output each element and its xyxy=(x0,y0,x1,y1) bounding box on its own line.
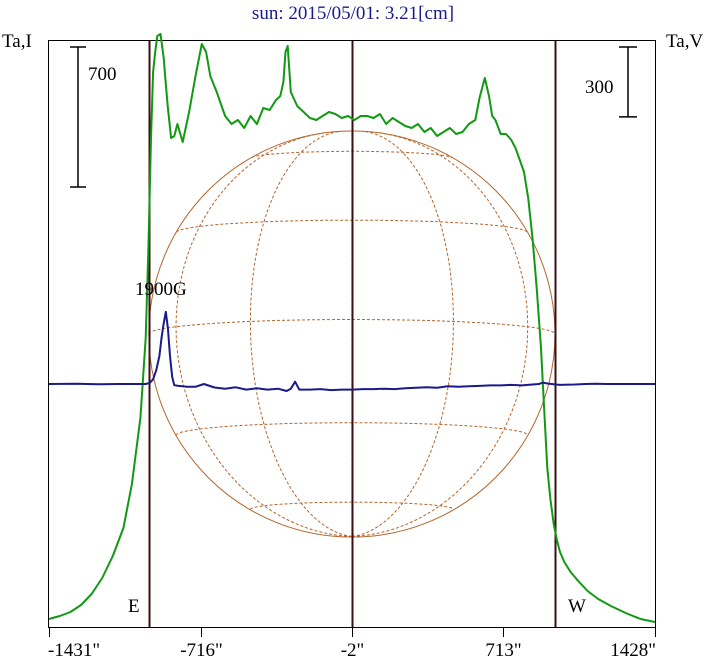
ta-v-series-line xyxy=(48,310,655,392)
x-tick-label: -1431" xyxy=(48,640,100,661)
west-limb-label: W xyxy=(568,596,586,617)
longitude-line xyxy=(249,130,352,537)
x-tick-label: 1428" xyxy=(610,640,656,661)
right-scale-label: 300 xyxy=(585,77,614,98)
longitude-line xyxy=(351,132,529,537)
x-tick-label: 713" xyxy=(485,640,521,661)
east-limb-label: E xyxy=(128,596,140,617)
right-scale-bar xyxy=(619,46,637,118)
left-scale-label: 700 xyxy=(88,64,117,85)
peak-annotation: 1900G xyxy=(135,279,187,300)
x-tick-label: -2" xyxy=(341,640,365,661)
longitude-line xyxy=(175,132,352,537)
x-axis: -1431" -716" -2" 713" 1428" xyxy=(48,627,656,661)
left-axis-label: Ta,I xyxy=(2,31,32,52)
left-scale-bar xyxy=(70,46,86,188)
limb-lines xyxy=(148,41,557,627)
x-tick-label: -716" xyxy=(180,640,223,661)
longitude-line xyxy=(351,130,454,537)
chart-title: sun: 2015/05/01: 3.21[cm] xyxy=(252,3,454,24)
right-axis-label: Ta,V xyxy=(666,31,703,52)
series-group xyxy=(48,33,656,623)
ta-i-series-line xyxy=(48,33,656,623)
